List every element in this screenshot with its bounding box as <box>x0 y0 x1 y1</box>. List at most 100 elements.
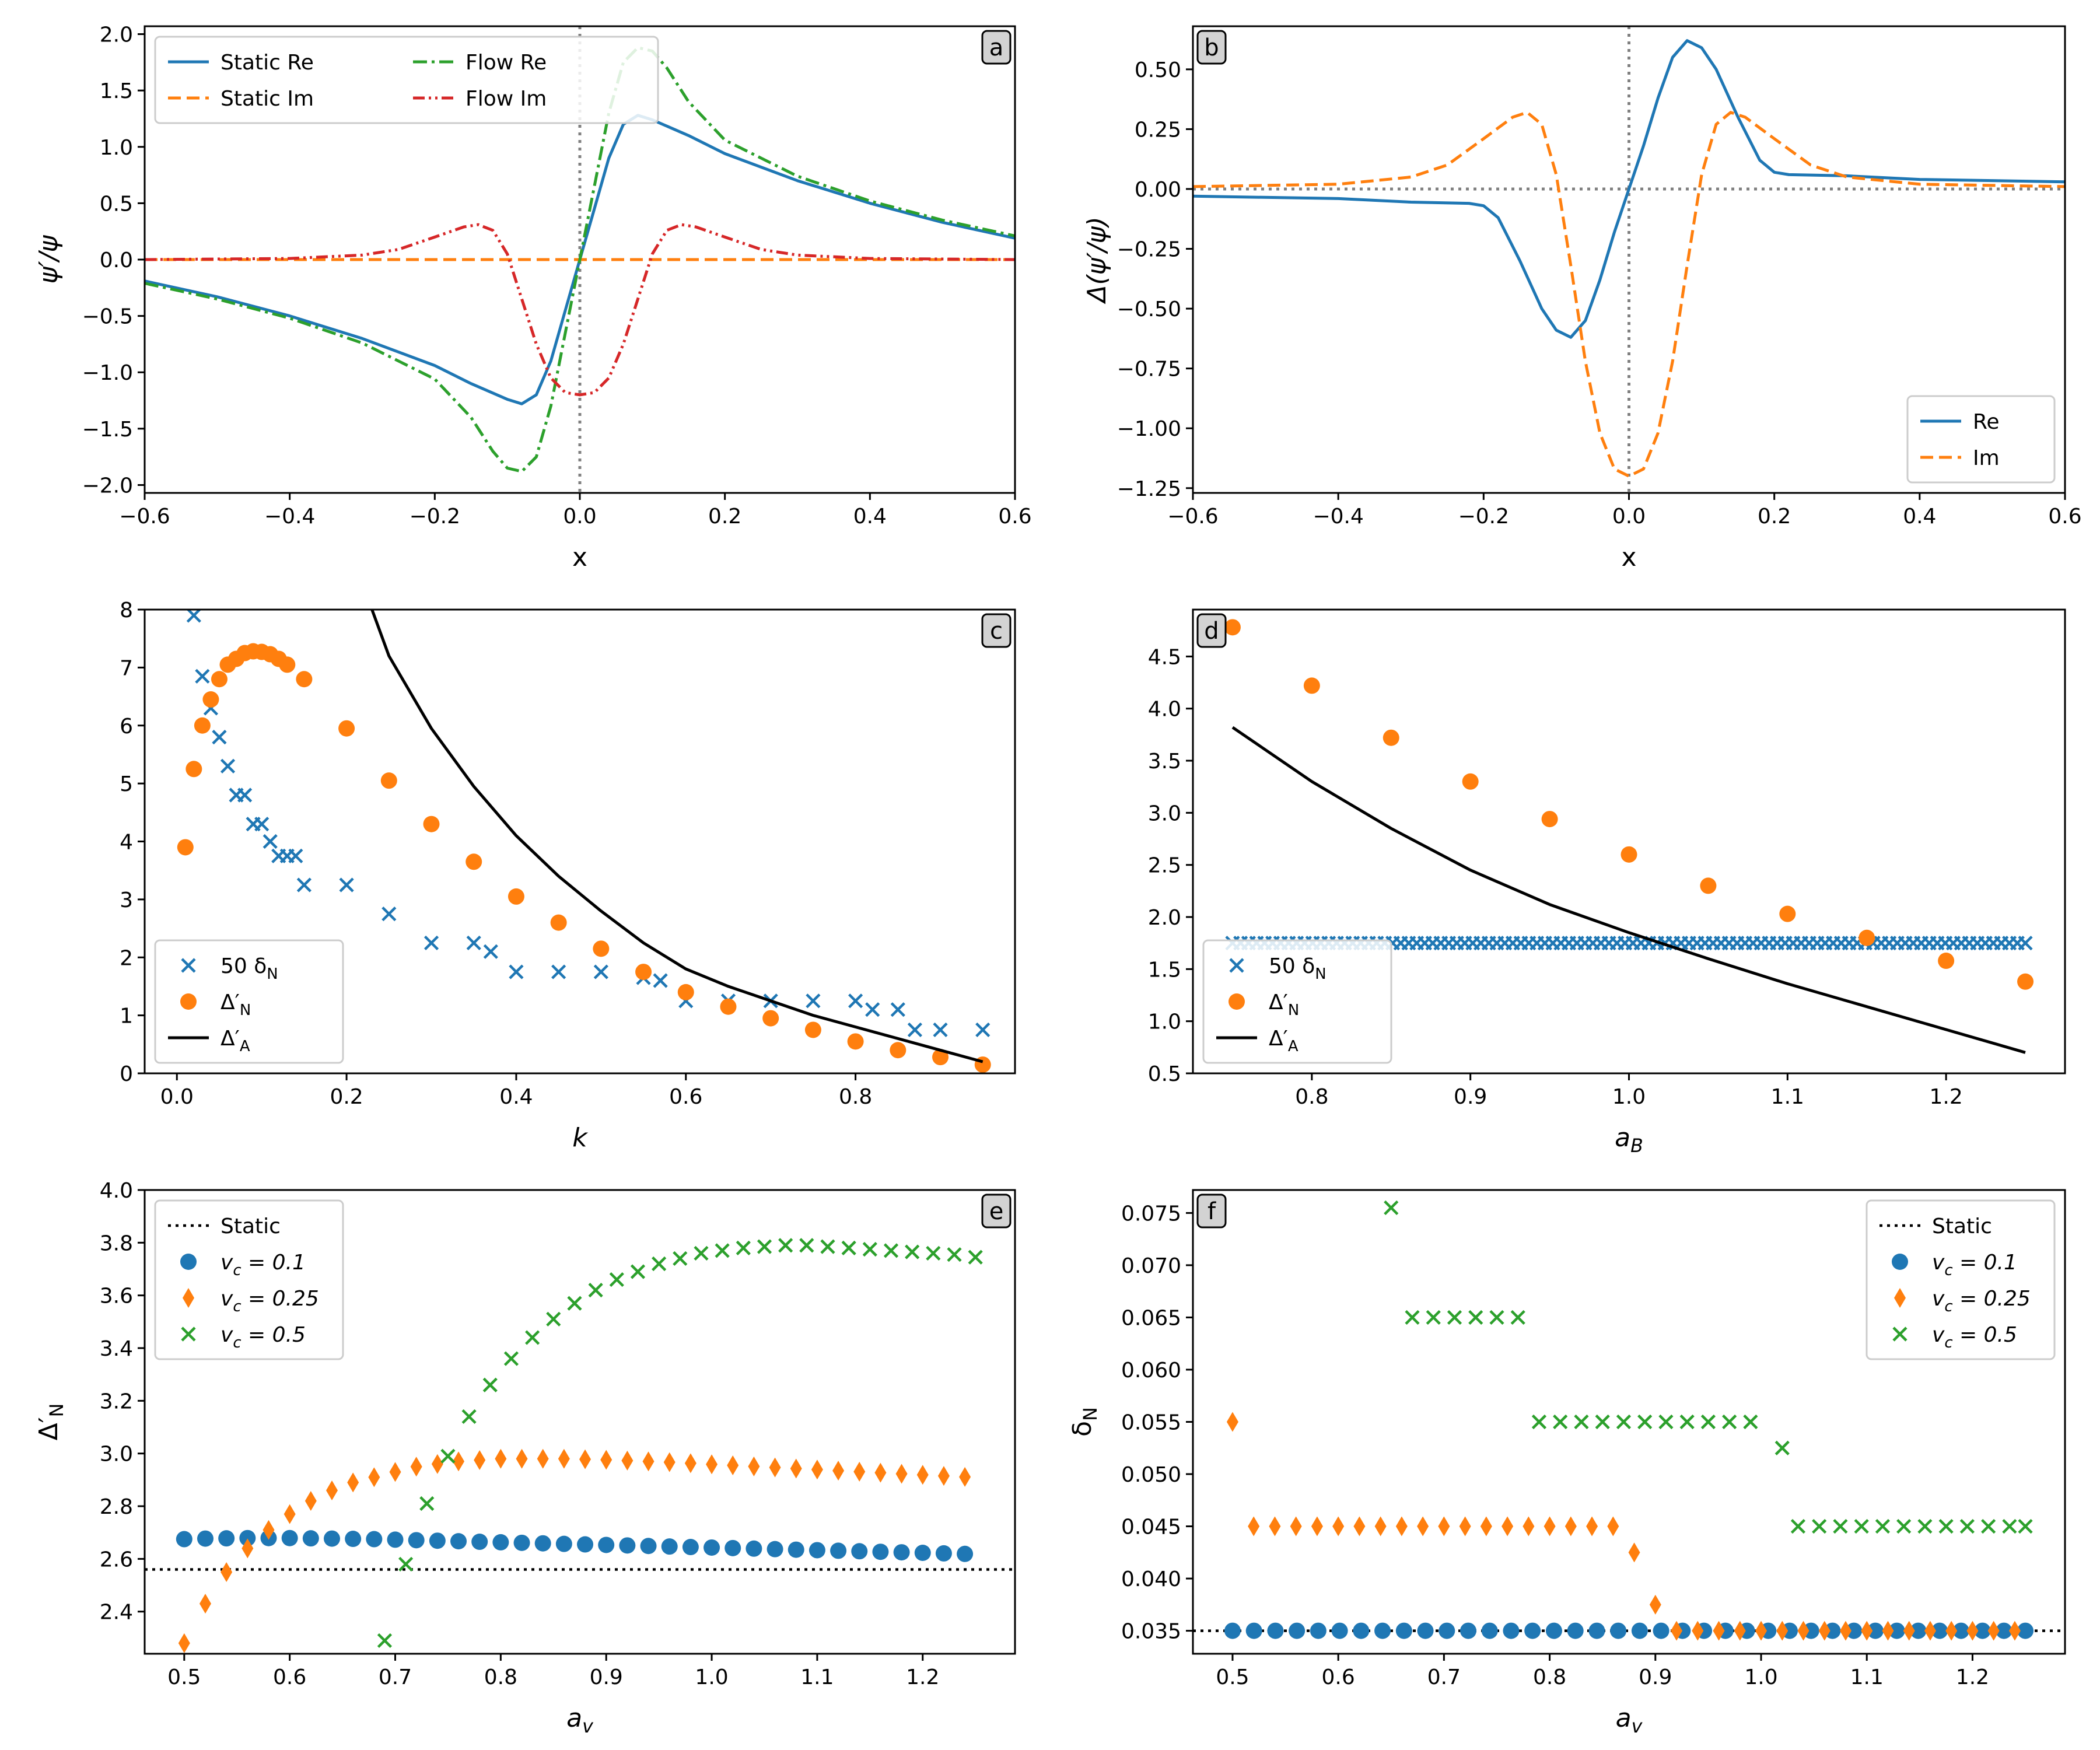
data-point <box>466 853 482 870</box>
panel-letter: c <box>990 618 1003 645</box>
data-point <box>1447 1310 1462 1325</box>
y-axis-label: δN <box>1068 1407 1101 1437</box>
x-tick-label: 0.4 <box>1903 505 1936 528</box>
data-point <box>621 1450 634 1471</box>
data-point <box>453 1451 465 1472</box>
y-tick-label: 4.5 <box>1148 645 1181 669</box>
x-tick-label: 0.5 <box>167 1665 201 1689</box>
data-point <box>551 964 566 979</box>
data-point <box>1917 1518 1933 1534</box>
data-point <box>883 1243 899 1258</box>
data-point <box>937 1466 950 1486</box>
data-point <box>304 1491 317 1511</box>
data-point <box>382 907 397 922</box>
series-a-3 <box>145 223 1015 397</box>
series-d-1 <box>1224 619 2034 990</box>
data-point <box>1353 1516 1366 1536</box>
y-tick-label: 0.045 <box>1121 1516 1181 1539</box>
x-axis-label: aB <box>1615 1123 1643 1157</box>
data-point <box>799 1238 814 1253</box>
x-tick-label: −0.6 <box>1167 505 1218 528</box>
data-point <box>1620 846 1637 863</box>
axes-frame <box>144 1189 1016 1655</box>
plot-area <box>1224 619 2034 1054</box>
data-point <box>890 1042 907 1059</box>
data-point <box>1405 1310 1420 1325</box>
data-point <box>389 1462 401 1482</box>
data-point <box>1544 1516 1556 1536</box>
data-point <box>1833 1518 1848 1534</box>
data-point <box>2017 1622 2034 1639</box>
y-tick-label: 2.6 <box>100 1548 133 1572</box>
data-point <box>715 1243 730 1258</box>
legend-entry: Static <box>1880 1214 1992 1238</box>
legend-label: Static Re <box>220 51 314 75</box>
data-point <box>338 720 355 737</box>
data-point <box>663 1452 676 1472</box>
data-point <box>1910 1622 1927 1639</box>
data-point <box>661 1538 678 1555</box>
data-point <box>947 1247 962 1262</box>
x-tick-label: −0.4 <box>1312 505 1363 528</box>
data-point <box>1460 1622 1477 1639</box>
data-point <box>1959 1518 1975 1534</box>
legend-label: 50 δN <box>220 954 278 983</box>
data-point <box>1931 1622 1948 1639</box>
series-f-2 <box>1226 1412 2021 1641</box>
y-tick-label: 1.0 <box>100 136 133 160</box>
series-d-2 <box>1231 726 2026 1054</box>
data-point <box>1713 1620 1725 1641</box>
data-point <box>1722 1414 1737 1430</box>
data-point <box>1541 811 1558 828</box>
x-tick-label: 1.1 <box>1771 1085 1804 1109</box>
data-point <box>682 1539 699 1556</box>
x-tick-label: 0.7 <box>1427 1665 1461 1689</box>
y-tick-label: −0.75 <box>1117 358 1181 382</box>
x-tick-label: 1.2 <box>1956 1665 1989 1689</box>
legend-label: Static Im <box>220 87 314 111</box>
data-point <box>832 1461 845 1481</box>
data-point <box>848 993 863 1009</box>
y-tick-label: 0.075 <box>1121 1202 1181 1226</box>
y-tick-label: 3.6 <box>100 1284 133 1308</box>
data-point <box>975 1022 991 1038</box>
legend-entry: vc = 0.5 <box>181 1323 306 1352</box>
data-point <box>1938 953 1955 970</box>
data-point <box>1245 1622 1262 1639</box>
data-point <box>534 1535 551 1552</box>
data-point <box>1671 1620 1683 1641</box>
legend-box <box>1202 939 1392 1064</box>
data-point <box>1574 1414 1589 1430</box>
y-tick-label: 5 <box>120 772 133 796</box>
legend-entry: Δ′A <box>1216 1027 1298 1055</box>
data-point <box>724 1539 741 1556</box>
y-tick-label: 7 <box>120 656 133 680</box>
panel-badge <box>981 30 1012 65</box>
data-point <box>1417 1622 1434 1639</box>
y-tick-label: 0.065 <box>1121 1306 1181 1330</box>
legend-swatch <box>181 958 196 973</box>
data-point <box>1938 1518 1954 1534</box>
data-point <box>1303 677 1320 694</box>
panel-f: 0.5 0.6 0.7 0.8 0.9 1.0 1.1 1.2 0.035 0.040 0.045 0… <box>1068 1189 2066 1737</box>
legend-label: vc = 0.25 <box>220 1287 319 1315</box>
data-point <box>1700 1414 1716 1430</box>
data-point <box>806 993 821 1009</box>
data-point <box>914 1544 931 1561</box>
legend-swatch <box>180 1254 197 1270</box>
panel-b: −0.6 −0.4 −0.2 0.0 0.2 0.4 0.6 −1.25 −1.00 −0.75 −… <box>1082 25 2082 572</box>
legend-label: Re <box>1973 410 2000 434</box>
series-e-1 <box>176 1530 974 1562</box>
data-point <box>957 1545 974 1562</box>
data-point <box>324 1530 341 1547</box>
legend-label: Im <box>1973 446 2000 470</box>
y-tick-label: −1.00 <box>1117 417 1181 441</box>
panel-letter: a <box>989 34 1004 61</box>
legend-label: vc = 0.1 <box>1932 1251 2017 1279</box>
x-tick-label: 1.1 <box>1850 1665 1884 1689</box>
legend-swatch <box>180 993 197 1010</box>
data-point <box>1839 1620 1852 1641</box>
data-point <box>1966 1620 1979 1641</box>
data-point <box>704 1539 720 1556</box>
